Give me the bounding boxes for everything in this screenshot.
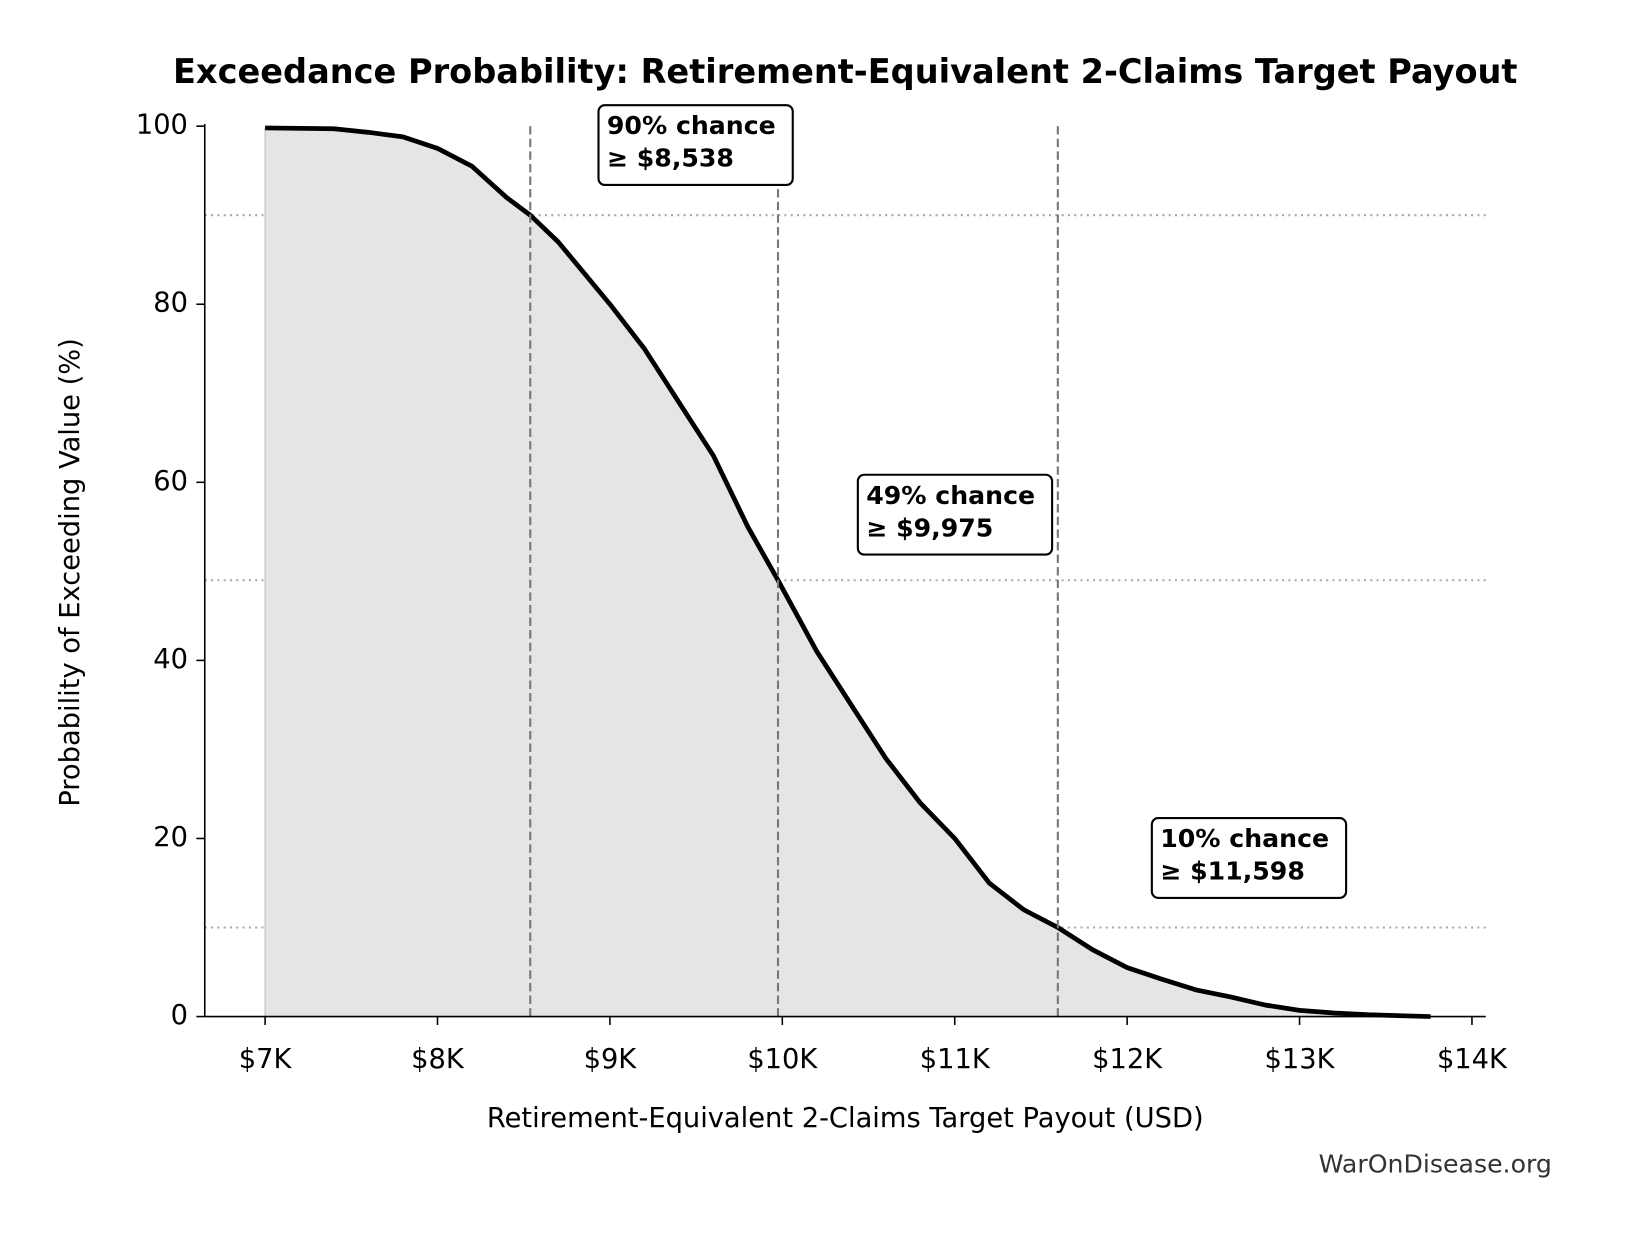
y-tick-label: 100 (136, 110, 188, 141)
x-tick-label: $7K (239, 1044, 293, 1075)
x-tick-label: $11K (920, 1044, 991, 1075)
y-tick-label: 20 (153, 822, 188, 853)
y-tick-label: 60 (153, 466, 188, 497)
annotation-box (856, 473, 1054, 556)
source: WarOnDisease.org (1319, 1150, 1552, 1179)
y-tick-label: 0 (171, 1000, 188, 1031)
x-tick-label: $12K (1092, 1044, 1163, 1075)
annotation-text: 90% chance (607, 111, 776, 140)
area-fill (265, 127, 1431, 1017)
line (265, 125, 1431, 1019)
chart-title: Exceedance Probability: Retirement-Equiv… (173, 52, 1517, 91)
annotation-text: ≥ $11,598 (1160, 857, 1305, 886)
annotation-box (597, 104, 794, 186)
annotation-text: ≥ $9,975 (866, 513, 993, 542)
annotation-text: ≥ $8,538 (607, 144, 734, 173)
y-tick-label: 40 (153, 644, 188, 675)
annotation-text: 49% chance (866, 481, 1035, 510)
y-tick-label: 80 (153, 288, 188, 319)
x-tick-label: $9K (584, 1044, 638, 1075)
y-axis-label: Probability of Exceeding Value (%) (55, 338, 86, 807)
annotation-box (1150, 817, 1348, 899)
x-axis-label: Retirement-Equivalent 2-Claims Target Pa… (487, 1103, 1204, 1134)
x-tick-label: $10K (747, 1044, 818, 1075)
x-tick-label: $14K (1437, 1044, 1508, 1075)
x-tick-label: $13K (1265, 1044, 1336, 1075)
x-tick-label: $8K (411, 1044, 465, 1075)
annotation-text: 10% chance (1160, 824, 1329, 853)
